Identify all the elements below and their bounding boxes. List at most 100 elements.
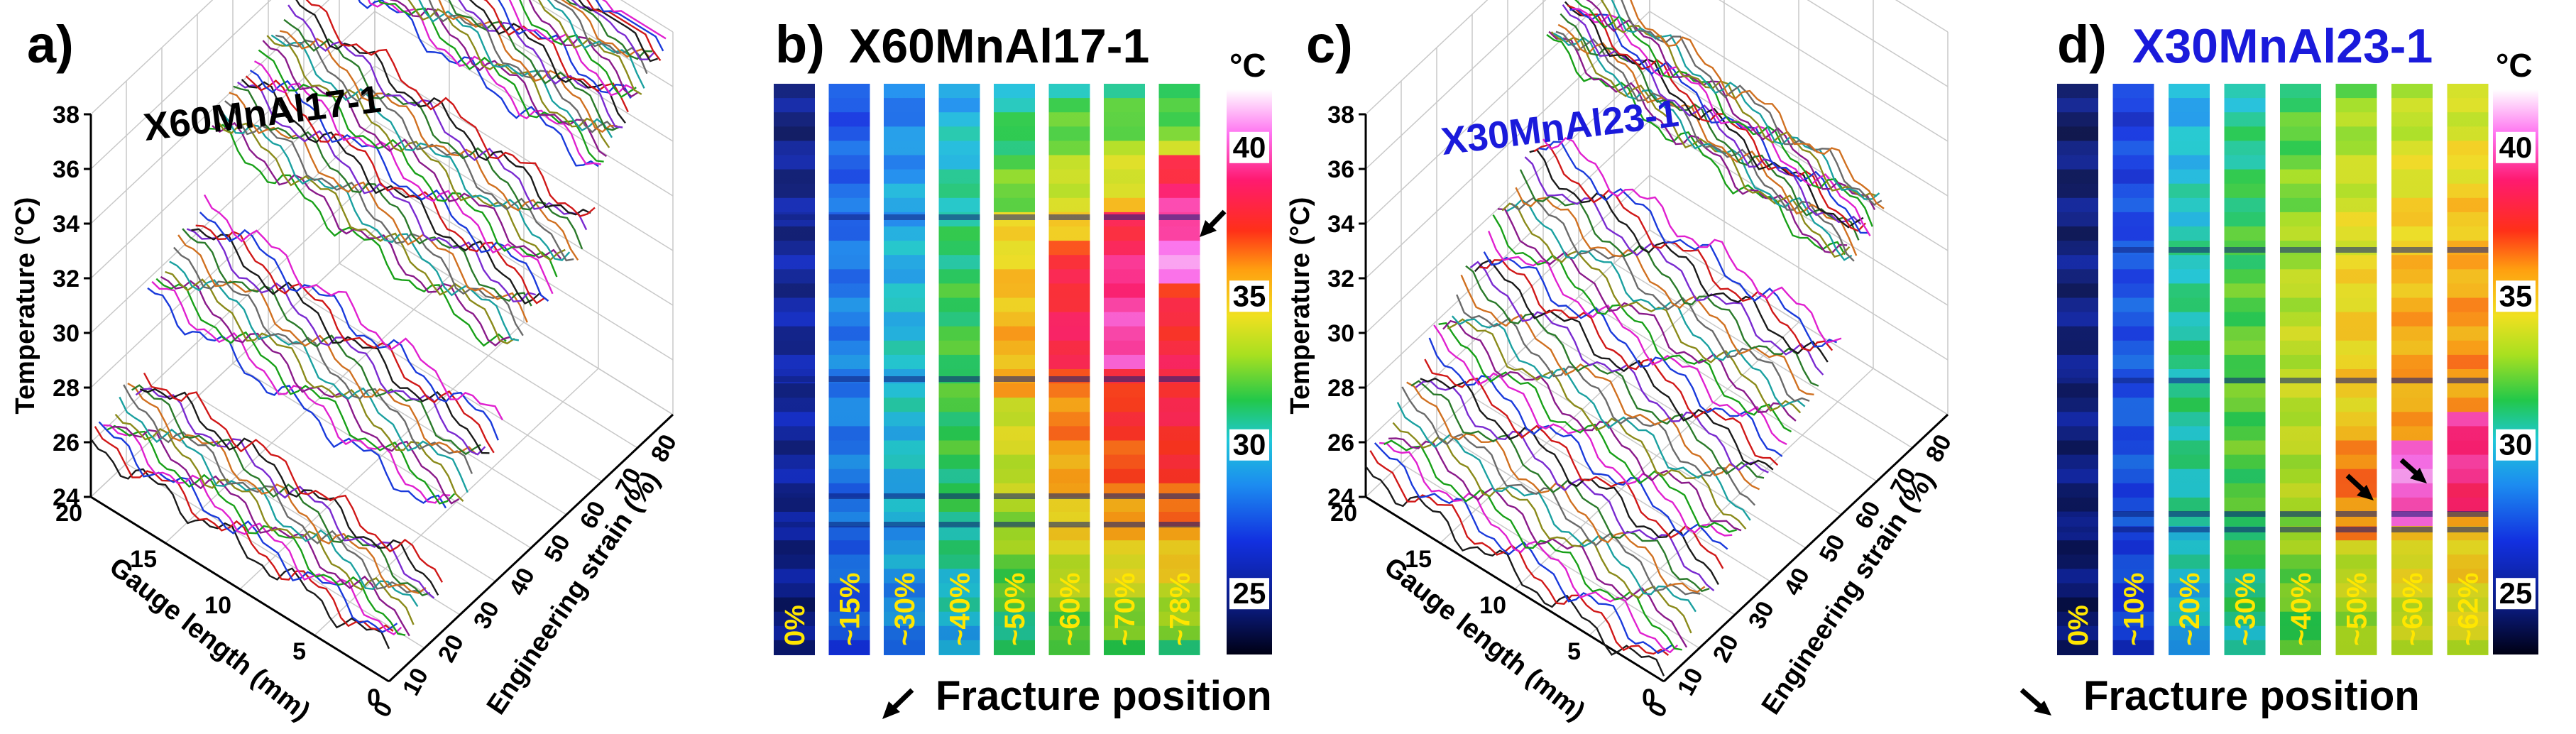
series-line	[601, 0, 667, 40]
fracture-legend-d: Fracture position	[2019, 673, 2420, 719]
z-tick-label: 36	[53, 156, 80, 183]
series-line	[103, 424, 402, 636]
series-line	[1511, 197, 1810, 402]
series-line	[1519, 169, 1819, 387]
z-tick-label: 28	[53, 375, 80, 402]
strip-shade	[884, 84, 925, 654]
chart-c-title: X30MnAl23-1	[1439, 92, 1681, 163]
series-line	[1497, 208, 1797, 422]
colorbar-tick-label: 35	[1233, 279, 1266, 312]
arrow-down-right-icon	[2019, 688, 2051, 716]
fracture-arrow-icon	[2345, 473, 2374, 500]
wall-gridline	[532, 0, 674, 87]
series-line	[241, 79, 541, 305]
series-line	[98, 421, 398, 633]
series-line	[1548, 31, 1848, 254]
series-line	[266, 35, 566, 261]
series-line	[279, 30, 579, 261]
series-line	[253, 60, 554, 295]
series-line	[106, 424, 406, 636]
colorbar-tick-label: 40	[1233, 131, 1266, 164]
fracture-legend-b-text: Fracture position	[936, 673, 1272, 719]
arrow-head	[1200, 220, 1217, 237]
series-line	[1483, 251, 1783, 457]
y-axis-title: Engineering strain (%)	[1756, 466, 1941, 720]
series-line	[508, 0, 634, 97]
z-axis-title: Temperature (°C)	[1286, 197, 1315, 415]
series-line	[111, 425, 410, 637]
wall-gridline	[620, 0, 674, 33]
series-line	[358, 0, 599, 168]
series-line	[566, 0, 653, 60]
z-tick-label: 24	[1327, 484, 1354, 511]
heatmap-b: 0% ~15% ~30% ~40% ~50% ~60% ~70% ~78% °C 40 35 30 25	[774, 47, 1272, 655]
series-line	[1567, 4, 1866, 232]
strip-strain-label: ~30%	[2230, 573, 2262, 646]
thermal-strip: 0%	[2057, 84, 2098, 655]
strip-strain-label: ~40%	[2286, 573, 2317, 646]
series-line	[1365, 466, 1665, 677]
series-line	[233, 85, 532, 307]
strip-strain-label: ~78%	[1165, 573, 1196, 646]
x-tick-label: 5	[292, 638, 306, 665]
series-line	[498, 0, 632, 99]
z-tick-label: 26	[53, 429, 80, 456]
fracture-arrow-icon	[2399, 458, 2427, 483]
series-line	[1379, 442, 1679, 654]
strip-strain-label: ~50%	[2342, 573, 2373, 646]
z-tick-label: 38	[53, 102, 80, 128]
series-line	[537, 0, 642, 95]
series-line	[438, 0, 618, 133]
series-line	[1630, 0, 1885, 209]
z-tick-label: 28	[1327, 375, 1354, 402]
colorbar-gradient	[2493, 89, 2538, 654]
strip-strain-label: ~70%	[1109, 573, 1141, 646]
strip-shade	[938, 84, 980, 654]
z-tick-label: 30	[53, 320, 80, 347]
colorbar-tick-bg	[1229, 578, 1269, 610]
series-line	[448, 0, 620, 131]
panel-b-label: b)	[775, 15, 825, 74]
wall-gridline	[90, 0, 214, 115]
x-tick-label: 15	[130, 546, 157, 573]
strip-strain-label: 0%	[779, 605, 811, 646]
colorbar-tick-label: 25	[2499, 576, 2533, 610]
series-line	[270, 34, 571, 261]
strip-shade	[2224, 84, 2266, 654]
colorbar-tick-label: 30	[1233, 428, 1266, 461]
series-line	[1569, 8, 1868, 234]
colorbar-tick-label: 30	[2499, 428, 2533, 461]
series-line	[1469, 261, 1769, 473]
thermal-strip: ~40%	[938, 84, 980, 655]
colorbar-tick-bg	[2496, 429, 2536, 461]
series-line	[1611, 0, 1880, 200]
chart-c-series	[1365, 0, 1885, 677]
series-line	[368, 0, 601, 165]
x-axis-line	[90, 495, 390, 683]
series-line	[407, 0, 610, 148]
arrow-down-left-icon	[882, 688, 914, 719]
series-line	[483, 0, 629, 113]
y-axis-title: Engineering strain (%)	[481, 466, 666, 720]
series-line	[1557, 23, 1858, 256]
thermal-strip: ~70%	[1104, 84, 1145, 655]
series-line	[143, 372, 444, 583]
series-line	[1572, 7, 1871, 236]
strip-strain-label: ~20%	[2174, 573, 2205, 646]
strip-shade	[774, 84, 815, 654]
series-line	[258, 49, 558, 278]
wall-gridline	[1365, 0, 1489, 115]
series-line	[155, 278, 456, 505]
y-axis-line	[1662, 413, 1949, 683]
z-tick-label: 38	[1327, 102, 1354, 128]
strip-strain-label: ~50%	[999, 573, 1031, 646]
series-line	[165, 270, 464, 502]
series-line	[1492, 214, 1792, 433]
series-line	[1555, 31, 1855, 262]
x-axis-title: Gauge length (mm)	[1379, 552, 1591, 726]
series-line	[275, 34, 574, 262]
wall-gridline	[1895, 0, 1949, 33]
z-tick-label: 26	[1327, 429, 1354, 456]
series-line	[1396, 402, 1697, 613]
colorbar-tick-label: 35	[2499, 279, 2533, 312]
